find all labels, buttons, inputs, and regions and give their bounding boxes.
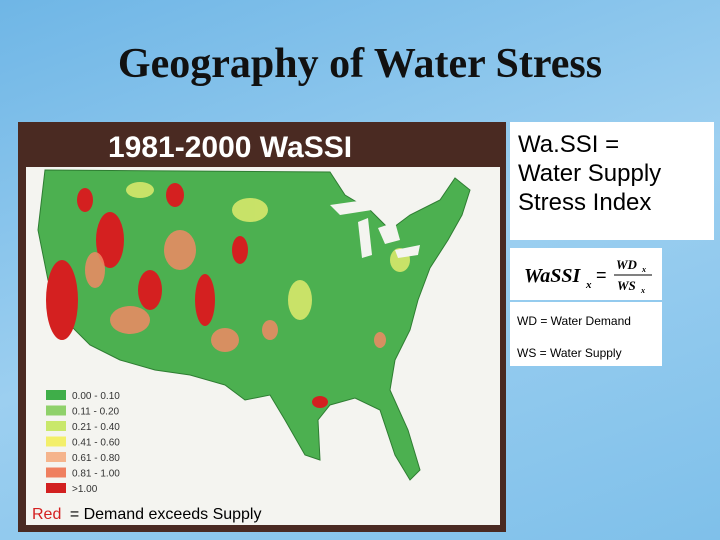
formula-box: WaSSI x = WD x WS x [510, 248, 662, 300]
legend-swatch [46, 452, 66, 462]
definition-line: Stress Index [518, 189, 652, 216]
legend-swatch [46, 436, 66, 447]
legend-label: 0.00 - 0.10 [72, 391, 120, 402]
legend-swatch [46, 483, 66, 493]
legend-swatch [46, 421, 66, 431]
terms-box: WD = Water Demand WS = Water Supply [510, 302, 662, 366]
formula-den-sub: x [640, 286, 645, 295]
note-text: = Demand exceeds Supply [70, 506, 262, 523]
map-title: 1981-2000 WaSSI [108, 131, 352, 164]
definition-line: Water Supply [518, 160, 662, 187]
legend-label: 0.11 - 0.20 [72, 407, 120, 418]
great-lakes [330, 200, 420, 258]
stress-mid [85, 230, 386, 352]
legend-label: 0.81 - 1.00 [72, 469, 120, 480]
stress-high [46, 183, 328, 408]
slide-title: Geography of Water Stress [117, 41, 603, 87]
formula-lhs-sub: x [585, 279, 592, 291]
formula-den: WS [617, 278, 636, 293]
term: WD = Water Demand [517, 314, 631, 328]
legend: 0.00 - 0.10 0.11 - 0.20 0.21 - 0.40 0.41 - … [30, 384, 152, 502]
map-note: Red = Demand exceeds Supply [32, 506, 261, 523]
legend-swatch [46, 390, 66, 400]
formula-lhs: WaSSI [524, 265, 582, 287]
stress-low [126, 182, 410, 320]
legend-label: 0.21 - 0.40 [72, 422, 120, 433]
note-highlight: Red [32, 506, 61, 523]
legend-label: >1.00 [72, 484, 98, 495]
us-map [37, 169, 471, 481]
definition-line: Wa.SSI = [518, 131, 620, 158]
map-figure: 1981-2000 WaSSI 0.00 - 0 [18, 122, 506, 532]
formula-num-sub: x [641, 265, 646, 274]
definition-box: Wa.SSI = Water Supply Stress Index [510, 122, 714, 240]
legend-label: 0.61 - 0.80 [72, 453, 120, 464]
legend-label: 0.41 - 0.60 [72, 438, 120, 449]
formula-equals: = [596, 265, 607, 285]
legend-swatch [46, 405, 66, 416]
term: WS = Water Supply [517, 346, 622, 360]
formula-num: WD [616, 257, 638, 272]
legend-swatch [46, 467, 66, 478]
